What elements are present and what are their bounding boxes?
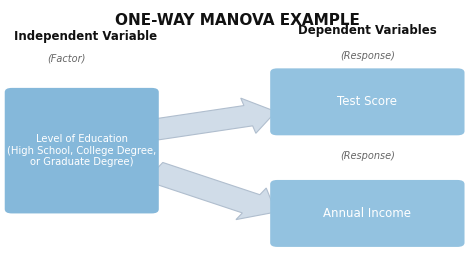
Text: Independent Variable: Independent Variable [14, 30, 157, 43]
FancyBboxPatch shape [5, 88, 159, 213]
FancyBboxPatch shape [270, 68, 465, 135]
Text: (Factor): (Factor) [47, 54, 86, 64]
FancyArrow shape [146, 162, 276, 220]
Text: Test Score: Test Score [337, 95, 397, 108]
Text: Annual Income: Annual Income [323, 207, 411, 220]
Text: Dependent Variables: Dependent Variables [298, 24, 437, 37]
Text: Level of Education
(High School, College Degree,
or Graduate Degree): Level of Education (High School, College… [7, 134, 156, 167]
FancyArrow shape [150, 98, 276, 140]
FancyBboxPatch shape [270, 180, 465, 247]
Text: (Response): (Response) [340, 151, 395, 161]
Text: (Response): (Response) [340, 51, 395, 61]
Text: ONE-WAY MANOVA EXAMPLE: ONE-WAY MANOVA EXAMPLE [115, 13, 359, 28]
